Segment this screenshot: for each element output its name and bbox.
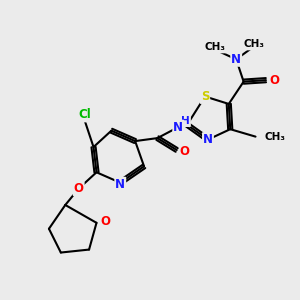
Text: O: O — [100, 215, 110, 228]
Text: N: N — [203, 133, 213, 146]
Text: O: O — [180, 145, 190, 158]
Text: Cl: Cl — [78, 108, 91, 122]
Text: N: N — [231, 53, 241, 66]
Text: N: N — [173, 121, 183, 134]
Text: N: N — [115, 178, 125, 191]
Text: O: O — [74, 182, 84, 195]
Text: H: H — [181, 116, 190, 126]
Text: S: S — [201, 90, 209, 103]
Text: CH₃: CH₃ — [205, 43, 226, 52]
Text: O: O — [269, 74, 279, 87]
Text: CH₃: CH₃ — [264, 132, 285, 142]
Text: CH₃: CH₃ — [244, 40, 265, 50]
